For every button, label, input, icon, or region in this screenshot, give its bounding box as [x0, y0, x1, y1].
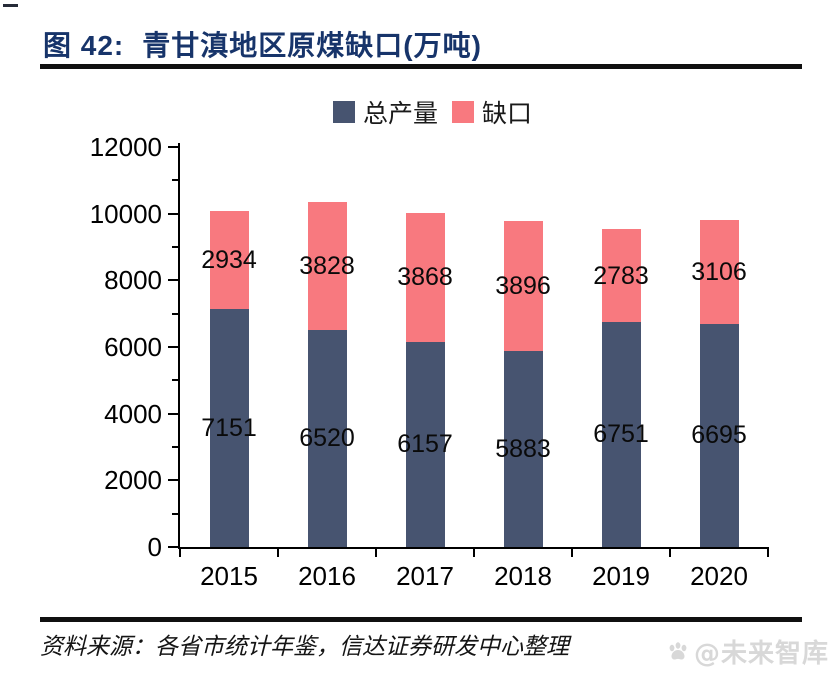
source-note: 资料来源：各省市统计年鉴，信达证券研发中心整理: [40, 634, 569, 660]
x-tick-label: 2019: [592, 561, 650, 591]
bar-segment-gap: [601, 229, 641, 322]
data-label-total: 6520: [299, 424, 355, 453]
x-tick: [571, 547, 573, 557]
bar-segment-gap: [405, 212, 445, 342]
legend-swatch: [333, 101, 355, 123]
bar-segment-total: [307, 329, 347, 547]
x-tick: [179, 547, 181, 557]
watermark: @未来智库: [666, 633, 829, 670]
y-minor-tick: [172, 312, 178, 315]
y-major-tick: [168, 146, 178, 148]
data-label-total: 6157: [397, 430, 453, 459]
x-tick-label: 2018: [494, 561, 552, 591]
data-label-gap: 2934: [201, 245, 257, 274]
data-label-gap: 3868: [397, 263, 453, 292]
bar-segment-total: [209, 308, 249, 547]
figure-title: 图 42: 青甘滇地区原煤缺口(万吨): [43, 24, 482, 64]
y-minor-tick: [172, 512, 178, 515]
y-tick-label: 0: [147, 532, 162, 562]
x-tick-label: 2017: [396, 561, 454, 591]
legend-swatch: [452, 101, 475, 123]
y-tick-label: 8000: [104, 265, 162, 296]
y-tick-label: 4000: [104, 398, 162, 429]
x-tick: [767, 547, 769, 557]
x-tick-label: 2020: [690, 561, 748, 591]
legend-item: 总产量: [333, 94, 438, 130]
y-minor-tick: [172, 179, 178, 182]
bar-segment-gap: [209, 210, 249, 309]
legend-label: 缺口: [482, 100, 533, 128]
data-label-gap: 3828: [299, 251, 355, 280]
y-tick-label: 10000: [89, 198, 162, 229]
figure-title-text: 青甘滇地区原煤缺口(万吨): [142, 30, 482, 61]
y-minor-tick: [172, 246, 178, 248]
y-tick-label: 2000: [104, 465, 162, 496]
data-label-gap: 2783: [593, 261, 649, 290]
y-major-tick: [168, 212, 178, 215]
y-tick-label: 12000: [89, 132, 162, 162]
footer-divider: [40, 617, 802, 622]
y-major-tick: [168, 546, 178, 548]
y-minor-tick: [172, 379, 178, 382]
page-edge-dash: [3, 4, 18, 7]
bar-segment-gap: [503, 221, 543, 351]
bar-segment-total: [699, 323, 739, 547]
figure-number-label: 图 42:: [43, 30, 125, 61]
y-axis-line: [178, 143, 180, 549]
legend-label: 总产量: [363, 100, 439, 128]
data-label-gap: 3106: [691, 258, 747, 287]
data-label-total: 6751: [593, 420, 649, 449]
bar-segment-total: [503, 350, 543, 547]
y-tick-label: 6000: [104, 332, 162, 362]
bar-segment-gap: [307, 202, 347, 330]
data-label-total: 7151: [201, 413, 257, 442]
x-tick: [277, 547, 279, 557]
data-label-gap: 3896: [495, 271, 551, 300]
x-tick: [375, 547, 377, 557]
watermark-text: @未来智库: [694, 639, 830, 669]
bar-segment-total: [601, 321, 641, 547]
x-tick: [669, 547, 671, 557]
title-divider: [40, 64, 802, 69]
data-label-total: 5883: [495, 434, 551, 463]
x-tick-label: 2016: [298, 561, 356, 591]
legend-item: 缺口: [452, 94, 532, 130]
y-major-tick: [168, 412, 178, 415]
y-major-tick: [168, 479, 178, 482]
bar-segment-gap: [699, 220, 739, 324]
y-minor-tick: [172, 446, 178, 448]
paw-icon: [669, 641, 687, 659]
x-tick-label: 2015: [200, 561, 258, 591]
x-tick: [473, 547, 475, 557]
chart-legend: 总产量 缺口: [333, 94, 532, 130]
y-major-tick: [168, 346, 178, 348]
bar-segment-total: [405, 341, 445, 547]
y-major-tick: [168, 279, 178, 282]
data-label-total: 6695: [691, 421, 747, 450]
